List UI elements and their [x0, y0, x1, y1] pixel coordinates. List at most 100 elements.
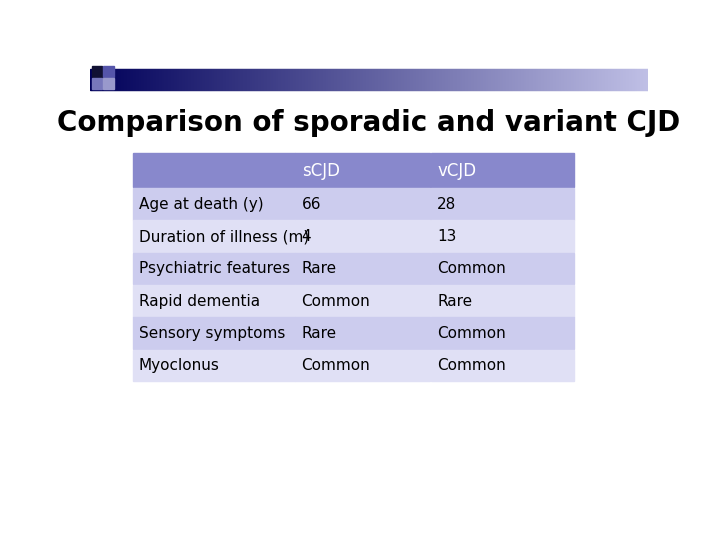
Bar	[495, 69, 496, 90]
Bar	[119, 69, 120, 90]
Bar	[611, 69, 612, 90]
Bar	[352, 69, 353, 90]
Bar	[113, 69, 114, 90]
Bar	[266, 69, 267, 90]
Bar	[629, 69, 630, 90]
Text: sCJD: sCJD	[302, 161, 340, 180]
Bar	[250, 69, 251, 90]
Bar	[435, 69, 436, 90]
Bar	[431, 253, 574, 284]
Bar	[431, 318, 574, 349]
Bar	[203, 69, 204, 90]
Bar	[459, 69, 461, 90]
Bar	[342, 69, 343, 90]
Bar	[340, 69, 341, 90]
Bar	[271, 69, 272, 90]
Bar	[423, 69, 424, 90]
Bar	[200, 69, 201, 90]
Bar	[228, 69, 229, 90]
Bar	[277, 69, 279, 90]
Bar	[453, 69, 454, 90]
Bar	[602, 69, 603, 90]
Bar	[121, 69, 122, 90]
Bar	[130, 69, 131, 90]
Bar	[547, 69, 548, 90]
Bar	[254, 69, 255, 90]
Bar	[242, 69, 243, 90]
Text: Common: Common	[437, 261, 506, 276]
Bar	[295, 253, 431, 284]
Bar	[403, 69, 404, 90]
Bar	[297, 69, 299, 90]
Bar	[302, 69, 303, 90]
Bar	[520, 69, 521, 90]
Text: 13: 13	[437, 229, 456, 244]
Bar	[283, 69, 284, 90]
Bar	[132, 350, 294, 381]
Bar	[475, 69, 476, 90]
Bar	[231, 69, 232, 90]
Bar	[132, 253, 294, 284]
Bar	[223, 69, 224, 90]
Bar	[595, 69, 596, 90]
Bar	[379, 69, 380, 90]
Bar	[618, 69, 619, 90]
Bar	[161, 69, 162, 90]
Bar	[186, 69, 187, 90]
Bar	[133, 69, 134, 90]
Bar	[323, 69, 324, 90]
Bar	[270, 69, 271, 90]
Bar	[197, 69, 198, 90]
Bar	[638, 69, 639, 90]
Bar	[235, 69, 236, 90]
Bar	[465, 69, 466, 90]
Bar	[131, 69, 132, 90]
Bar	[527, 69, 528, 90]
Bar	[566, 69, 567, 90]
Bar	[461, 69, 462, 90]
Bar	[280, 69, 281, 90]
Text: Common: Common	[437, 359, 506, 373]
Bar	[361, 69, 362, 90]
Bar	[315, 69, 316, 90]
Bar	[644, 69, 645, 90]
Bar	[313, 69, 314, 90]
Bar	[524, 69, 525, 90]
Bar	[371, 69, 372, 90]
Bar	[596, 69, 597, 90]
Bar	[97, 69, 98, 90]
Bar	[560, 69, 561, 90]
Bar	[639, 69, 640, 90]
Bar	[416, 69, 417, 90]
Bar	[103, 66, 114, 77]
Bar	[544, 69, 545, 90]
Bar	[287, 69, 289, 90]
Bar	[533, 69, 534, 90]
Bar	[503, 69, 504, 90]
Bar	[419, 69, 420, 90]
Bar	[536, 69, 537, 90]
Bar	[487, 69, 488, 90]
Bar	[458, 69, 459, 90]
Bar	[484, 69, 485, 90]
Bar	[411, 69, 412, 90]
Bar	[124, 69, 125, 90]
Bar	[332, 69, 333, 90]
Bar	[609, 69, 610, 90]
Bar	[210, 69, 211, 90]
Bar	[205, 69, 206, 90]
Bar	[214, 69, 215, 90]
Bar	[436, 69, 437, 90]
Bar	[443, 69, 444, 90]
Bar	[504, 69, 505, 90]
Bar	[246, 69, 248, 90]
Bar	[546, 69, 547, 90]
Bar	[386, 69, 387, 90]
Bar	[328, 69, 329, 90]
Bar	[385, 69, 386, 90]
Bar	[469, 69, 471, 90]
Bar	[482, 69, 483, 90]
Bar	[330, 69, 331, 90]
Bar	[376, 69, 377, 90]
Bar	[239, 69, 240, 90]
